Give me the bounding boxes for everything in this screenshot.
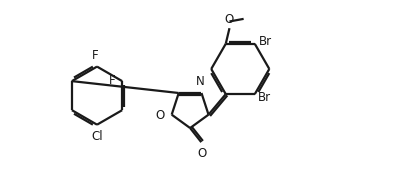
Text: O: O [155,109,164,122]
Text: F: F [108,74,115,87]
Text: Br: Br [257,91,270,104]
Text: Br: Br [258,35,271,48]
Text: O: O [197,147,206,160]
Text: N: N [196,75,204,88]
Text: O: O [224,13,233,26]
Text: F: F [92,49,98,62]
Text: Cl: Cl [91,130,103,143]
